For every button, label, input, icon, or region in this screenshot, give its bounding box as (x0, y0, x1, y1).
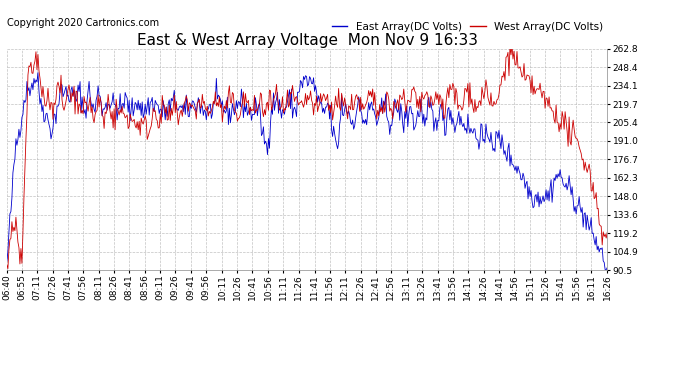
East Array(DC Volts) (158, 115, 166, 119)
West Array(DC Volts) (158, 93, 166, 98)
West Array(DC Volts) (357, 108, 366, 112)
East Array(DC Volts) (603, 266, 611, 270)
East Array(DC Volts) (3, 259, 11, 263)
Title: East & West Array Voltage  Mon Nov 9 16:33: East & West Array Voltage Mon Nov 9 16:3… (137, 33, 477, 48)
East Array(DC Volts) (34, 70, 42, 75)
East Array(DC Volts) (455, 123, 464, 127)
Text: Copyright 2020 Cartronics.com: Copyright 2020 Cartronics.com (7, 18, 159, 28)
West Array(DC Volts) (455, 104, 464, 108)
East Array(DC Volts) (275, 97, 284, 102)
Legend: East Array(DC Volts), West Array(DC Volts): East Array(DC Volts), West Array(DC Volt… (328, 18, 607, 36)
East Array(DC Volts) (357, 111, 366, 116)
West Array(DC Volts) (603, 230, 611, 235)
Line: West Array(DC Volts): West Array(DC Volts) (7, 46, 607, 268)
West Array(DC Volts) (275, 108, 284, 112)
West Array(DC Volts) (110, 106, 118, 111)
West Array(DC Volts) (3, 266, 12, 271)
East Array(DC Volts) (110, 102, 118, 107)
East Array(DC Volts) (601, 268, 609, 272)
West Array(DC Volts) (506, 44, 514, 48)
West Array(DC Volts) (404, 98, 413, 103)
Line: East Array(DC Volts): East Array(DC Volts) (7, 72, 607, 270)
West Array(DC Volts) (3, 263, 11, 267)
East Array(DC Volts) (404, 112, 413, 117)
